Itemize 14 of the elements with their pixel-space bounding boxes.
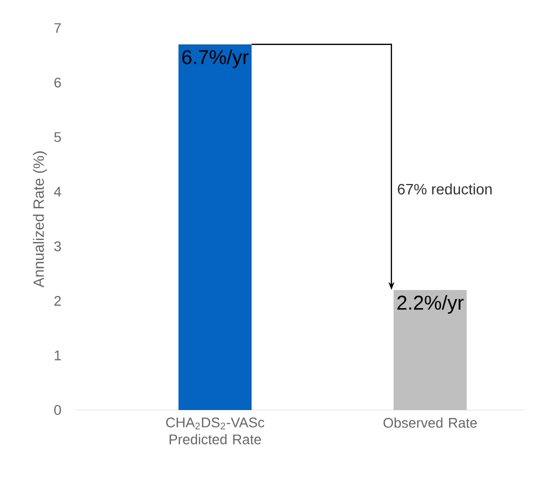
y-tick-label: 1 [54,350,61,360]
y-tick-label: 4 [54,186,62,197]
y-tick-label: 5 [54,132,61,142]
y-tick-label: 0 [54,405,61,415]
y-tick-label: 2 [54,296,61,306]
y-tick-label: 7 [54,23,61,33]
data-label: 6.7%/yr [182,50,248,68]
y-tick-label: 6 [54,78,61,88]
annotation: 67% reduction [398,183,492,194]
x-tick-label: CHA$_{2}$DS$_{2}$-VASc Predicted Rate [166,418,264,444]
y-axis-title: Annualized Rate (%) [32,151,47,288]
data-label: 2.2%/yr [397,295,464,314]
y-tick-label: 3 [54,241,61,252]
x-tick-label: Observed Rate [384,418,477,428]
